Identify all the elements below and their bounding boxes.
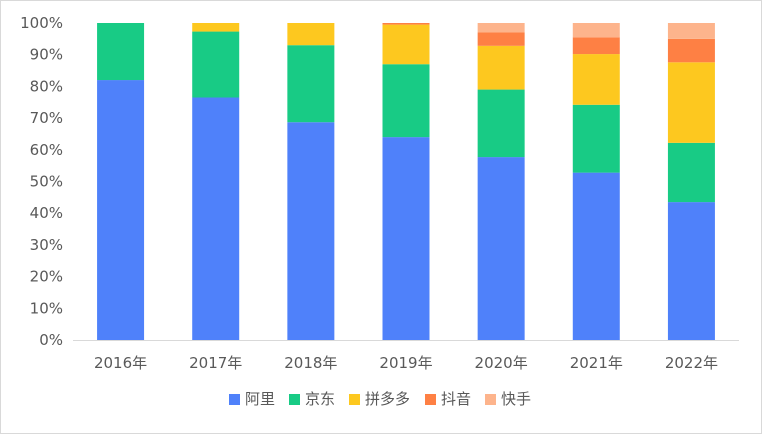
legend-swatch (289, 394, 300, 405)
bar-segment (572, 54, 620, 105)
x-tick-label: 2022年 (665, 354, 718, 372)
bar-segment (477, 157, 525, 340)
legend-label: 阿里 (245, 390, 275, 408)
bar-segment (667, 23, 715, 39)
bar-segment (667, 202, 715, 340)
bar-segment (287, 45, 335, 123)
y-tick-label: 80% (30, 77, 63, 95)
x-tick-label: 2020年 (475, 354, 528, 372)
x-tick-label: 2016年 (94, 354, 147, 372)
bar-segment (667, 62, 715, 143)
bar-segment (477, 45, 525, 90)
bar-segment (382, 23, 430, 25)
legend-swatch (425, 394, 436, 405)
bar-segment (572, 104, 620, 173)
bar-segment (572, 23, 620, 38)
x-axis: 2016年 2017年 2018年 2019年 2020年 2021年 2022年 (73, 340, 739, 372)
bar-segment (192, 23, 240, 32)
legend-label: 快手 (501, 390, 531, 408)
y-axis: 0% 10% 20% 30% 40% 50% 60% 70% 80% 90% 100% (20, 14, 63, 349)
y-tick-label: 40% (30, 204, 63, 222)
bar-segment (382, 64, 430, 138)
bar-segment (477, 89, 525, 158)
bar-segment (572, 37, 620, 55)
y-tick-label: 30% (30, 236, 63, 254)
y-tick-label: 0% (39, 331, 63, 349)
bar-segment (572, 172, 620, 340)
y-tick-label: 90% (30, 46, 63, 64)
bar-segment (192, 97, 240, 341)
bar-segment (477, 23, 525, 33)
legend: 阿里 京东 拼多多 抖音 快手 (229, 390, 531, 408)
x-tick-label: 2019年 (379, 354, 432, 372)
bars (97, 23, 715, 341)
bar-segment (477, 32, 525, 46)
y-tick-label: 100% (20, 14, 63, 32)
x-tick-label: 2017年 (189, 354, 242, 372)
legend-swatch (349, 394, 360, 405)
bar-segment (97, 23, 145, 81)
legend-swatch (229, 394, 240, 405)
y-tick-label: 70% (30, 109, 63, 127)
legend-label: 京东 (305, 390, 335, 408)
x-tick-label: 2018年 (284, 354, 337, 372)
y-tick-label: 20% (30, 268, 63, 286)
y-tick-label: 50% (30, 173, 63, 191)
bar-segment (192, 31, 240, 98)
bar-segment (287, 23, 335, 46)
legend-swatch (485, 394, 496, 405)
bar-segment (287, 122, 335, 340)
bar-segment (667, 142, 715, 203)
bar-segment (97, 80, 145, 340)
legend-label: 抖音 (441, 390, 471, 408)
bar-segment (382, 24, 430, 65)
x-tick-label: 2021年 (570, 354, 623, 372)
y-tick-label: 10% (30, 299, 63, 317)
legend-label: 拼多多 (365, 390, 410, 408)
bar-segment (382, 137, 430, 340)
bar-segment (667, 38, 715, 63)
y-tick-label: 60% (30, 141, 63, 159)
